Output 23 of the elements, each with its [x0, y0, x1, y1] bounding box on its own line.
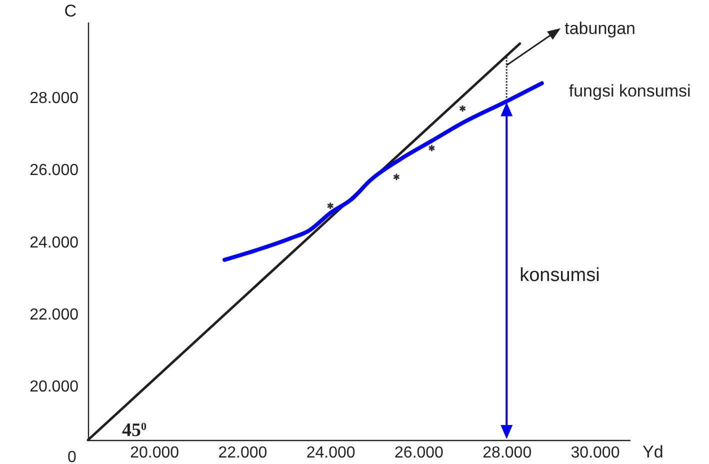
series-label: fungsi konsumsi	[568, 81, 691, 100]
x-tick-label: 26.000	[394, 444, 444, 462]
point	[459, 104, 466, 112]
text: 0	[68, 449, 77, 464]
x-tick-label: 30.000	[570, 444, 620, 462]
y-tick-label: 26.000	[30, 162, 79, 180]
line-series	[222, 81, 544, 262]
y-axis-title: C	[64, 2, 76, 20]
annotation: konsumsi	[520, 265, 600, 286]
y-tick-label: 20.000	[30, 378, 79, 396]
x-axis-title: Yd	[642, 442, 664, 462]
point	[428, 144, 436, 152]
annotation: tabungan	[564, 19, 636, 38]
point	[392, 173, 400, 181]
x-tick-label: 28.000	[482, 444, 532, 462]
annotation: 45$^{0}$	[122, 420, 147, 441]
x-tick-label: 22.000	[218, 444, 268, 462]
x-tick-label: 24.000	[306, 444, 356, 462]
y-tick-label: 24.000	[30, 234, 79, 252]
y-tick-label: 28.000	[30, 90, 79, 108]
point	[326, 202, 334, 210]
x-tick-label: 20.000	[130, 444, 180, 462]
y-tick-label: 22.000	[30, 306, 79, 324]
